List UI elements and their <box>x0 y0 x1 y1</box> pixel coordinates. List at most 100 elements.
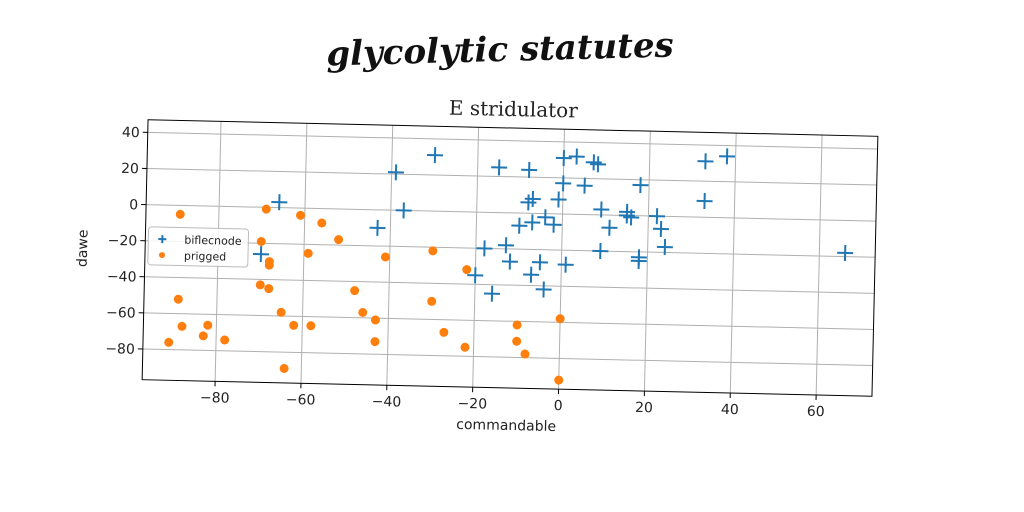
scatter-point-plus <box>555 175 572 192</box>
scatter-point-plus <box>520 194 537 211</box>
legend: biflecnode prigged <box>147 226 250 268</box>
scatter-point-plus <box>537 209 554 226</box>
scatter-point-plus <box>545 216 562 233</box>
scatter-point-plus <box>630 252 647 269</box>
scatter-point-plus <box>501 253 518 270</box>
x-grid-line <box>558 129 565 390</box>
scatter-point-plus <box>837 244 854 261</box>
scatter-point-plus <box>476 240 493 257</box>
scatter-point-dot <box>334 235 344 245</box>
scatter-point-plus <box>590 156 607 173</box>
scatter-point-plus <box>648 208 666 225</box>
scatter-point-dot <box>460 342 470 352</box>
x-grid-line <box>815 135 823 395</box>
scatter-point-dot <box>306 321 316 331</box>
y-grid-line <box>142 348 873 367</box>
scatter-point-plus <box>271 194 288 211</box>
scatter-point-plus <box>601 219 618 236</box>
x-tick-label: −60 <box>286 392 316 409</box>
scatter-point-dot <box>255 280 265 290</box>
y-tick-label: 20 <box>121 161 139 177</box>
y-grid-line <box>144 276 875 294</box>
scatter-point-plus <box>592 242 609 260</box>
x-grid-line <box>472 127 480 388</box>
scatter-point-dot <box>512 320 522 330</box>
scatter-point-dot <box>256 237 266 247</box>
scatter-point-dot <box>512 336 522 346</box>
scatter-point-plus <box>550 191 567 208</box>
scatter-point-plus <box>623 209 640 226</box>
y-tick-label: 0 <box>129 197 138 213</box>
scatter-point-dot <box>203 320 213 330</box>
y-grid-line <box>145 240 876 258</box>
scatter-point-plus <box>524 190 541 207</box>
scatter-point-dot <box>555 314 565 324</box>
scatter-point-dot <box>164 337 174 347</box>
legend-box <box>147 226 250 268</box>
y-grid-line <box>147 131 878 150</box>
scatter-point-plus <box>697 153 714 170</box>
scatter-point-plus <box>719 148 736 165</box>
x-tick-label: −80 <box>200 390 230 407</box>
scatter-point-plus <box>387 164 404 181</box>
scatter-point-dot <box>462 265 472 275</box>
scatter-point-dot <box>264 260 274 270</box>
scatter-point-plus <box>557 256 574 273</box>
scatter-point-dot <box>520 349 530 359</box>
y-tick-label: −40 <box>107 269 137 286</box>
scatter-point-dot <box>175 209 185 219</box>
x-axis-label: commandable <box>456 417 556 435</box>
legend-marker-dot <box>158 252 165 259</box>
scatter-point-plus <box>524 214 541 231</box>
x-grid-line <box>643 131 651 392</box>
y-grid-line <box>146 204 876 222</box>
scatter-point-plus <box>555 150 572 167</box>
y-grid-line <box>143 312 874 330</box>
scatter-point-plus <box>491 159 508 176</box>
y-tick-label: −80 <box>105 341 135 358</box>
scatter-point-dot <box>264 284 274 294</box>
x-grid-line <box>386 125 394 386</box>
x-tick-label: 0 <box>554 398 563 414</box>
scatter-point-dot <box>427 296 437 306</box>
scatter-point-plus <box>632 177 649 194</box>
scatter-point-plus <box>252 246 269 263</box>
scatter-point-dot <box>177 321 187 331</box>
scatter-point-plus <box>576 177 593 194</box>
scatter-point-plus <box>395 202 412 219</box>
legend-label: prigged <box>184 250 227 264</box>
scatter-point-plus <box>585 154 602 171</box>
x-tick-label: −40 <box>372 394 402 411</box>
chart-title: E stridulator <box>449 96 579 123</box>
scatter-point-plus <box>535 281 552 298</box>
scatter-point-dot <box>276 307 286 317</box>
scatter-point-dot <box>261 204 271 214</box>
y-axis-label: dawe <box>75 229 92 267</box>
scatter-point-dot <box>350 286 360 296</box>
y-tick-label: −60 <box>106 305 136 322</box>
scatter-point-dot <box>370 315 380 325</box>
scatter-point-plus <box>696 192 713 210</box>
scatter-point-plus <box>523 266 540 283</box>
axis-ticks: −80 −60 −40 −20 0 20 40 60 40 20 0 −20 −40 −60 −80 <box>105 125 825 420</box>
scatter-point-plus <box>467 267 484 284</box>
x-tick-label: −20 <box>457 396 487 413</box>
scatter-point-plus <box>568 148 585 165</box>
scatter-point-dot <box>554 375 564 385</box>
y-tick-label: 40 <box>122 125 140 141</box>
x-tick-label: 20 <box>635 400 653 416</box>
scatter-point-dot <box>220 335 230 345</box>
scatter-point-dot <box>198 331 208 341</box>
scatter-point-plus <box>521 161 538 178</box>
scatter-point-plus <box>369 219 386 236</box>
x-grid-line <box>729 133 737 394</box>
scatter-point-plus <box>531 254 548 271</box>
scatter-point-plus <box>426 147 444 164</box>
data-points <box>164 147 854 385</box>
scatter-point-dot <box>439 327 449 337</box>
scatter-point-dot <box>370 337 380 347</box>
scatter-point-plus <box>593 201 610 218</box>
scatter-point-plus <box>618 207 635 224</box>
